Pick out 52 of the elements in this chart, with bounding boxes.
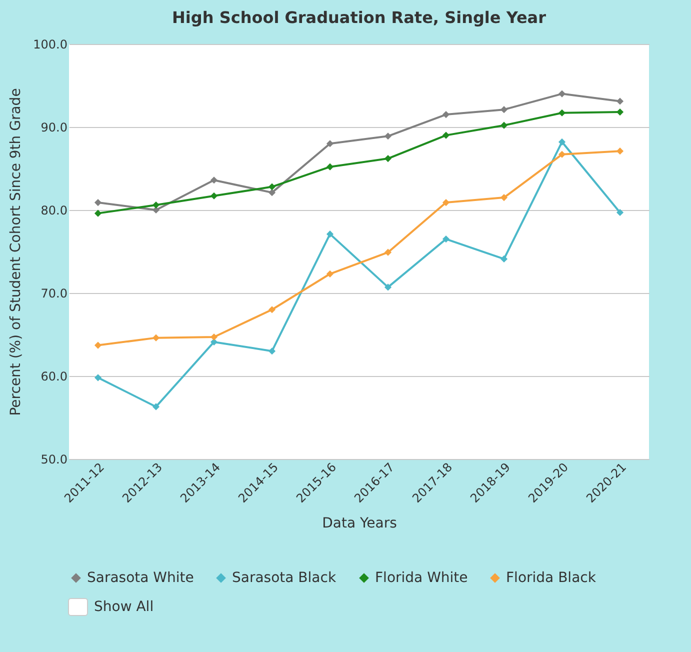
- point: [326, 270, 334, 278]
- point: [384, 155, 392, 162]
- point: [326, 163, 334, 170]
- point: [152, 334, 160, 342]
- point: [616, 98, 624, 105]
- point: [268, 189, 276, 196]
- point: [94, 198, 102, 206]
- point: [558, 90, 566, 98]
- point: [152, 201, 160, 209]
- point: [94, 210, 102, 217]
- legend-label: Florida White: [375, 570, 468, 586]
- point: [268, 183, 276, 190]
- text: Show All: [94, 599, 154, 615]
- point: [210, 333, 218, 341]
- legend-label: Florida Black: [506, 570, 597, 586]
- y-tick-label: 80.0: [40, 204, 68, 218]
- y-axis-title: Percent (%) of Student Cohort Since 9th Grade: [8, 88, 24, 416]
- y-tick-label: 90.0: [40, 120, 68, 134]
- point: [268, 306, 276, 314]
- point: [94, 342, 102, 349]
- y-tick-label: 70.0: [40, 286, 68, 300]
- legend-label: Sarasota Black: [232, 570, 337, 586]
- point: [500, 122, 508, 129]
- point: [558, 150, 566, 158]
- y-tick-label: 50.0: [40, 452, 68, 466]
- point: [558, 109, 566, 116]
- point: [384, 248, 392, 256]
- point: [384, 284, 392, 291]
- point: [268, 348, 276, 355]
- point: [558, 138, 566, 146]
- point: [616, 148, 624, 155]
- point: [384, 132, 392, 140]
- point: [500, 106, 508, 114]
- point: [210, 192, 218, 200]
- point: [442, 111, 450, 118]
- point: [616, 208, 624, 216]
- point: [500, 255, 508, 263]
- chart-title: High School Graduation Rate, Single Year: [172, 8, 546, 27]
- point: [326, 230, 334, 238]
- point: [500, 194, 508, 202]
- point: [442, 132, 450, 139]
- point: [442, 198, 450, 206]
- point: [94, 374, 102, 382]
- x-axis-title: Data Years: [322, 516, 397, 532]
- y-tick-label: 100.0: [33, 38, 68, 52]
- legend-label: Sarasota White: [87, 570, 194, 586]
- point: [152, 403, 160, 410]
- point: [326, 140, 334, 148]
- point: [210, 176, 218, 184]
- point: [616, 108, 624, 116]
- point: [442, 236, 450, 243]
- y-tick-label: 60.0: [40, 370, 68, 384]
